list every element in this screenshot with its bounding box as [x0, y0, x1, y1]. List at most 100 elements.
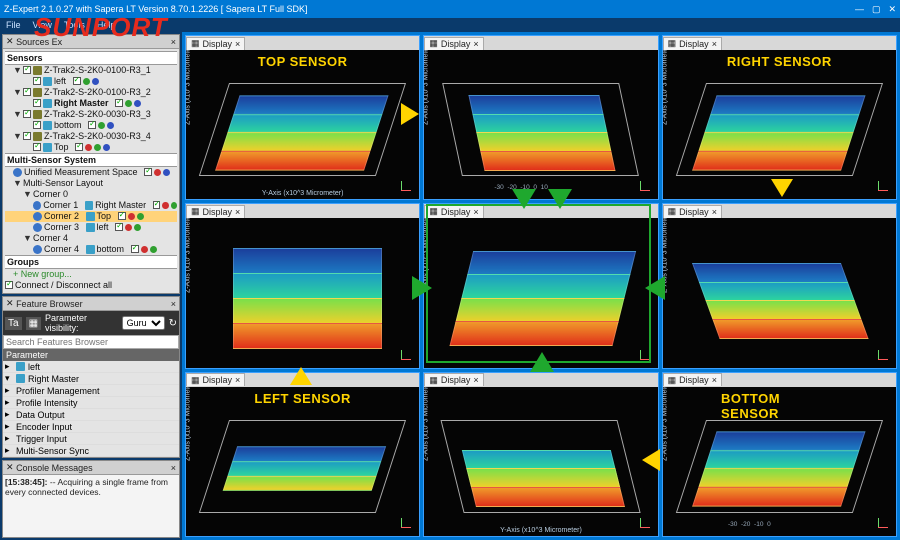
sensor-title: RIGHT SENSOR — [727, 54, 832, 69]
tree-sensor-child[interactable]: Top — [5, 142, 177, 153]
view-cell-center-merged[interactable]: ▦Display× Z-Axis (x10^3 Micrometer) — [423, 203, 658, 368]
menu-tools[interactable]: Tools — [64, 20, 85, 30]
view-cell-right-sensor[interactable]: ▦Display× RIGHT SENSOR Z-Axis (x10^3 Mic… — [662, 35, 897, 200]
feature-browser-header: ✕ Feature Browser × — [3, 297, 179, 311]
sources-title: Sources Ex — [16, 37, 62, 47]
menu-bar: File View Tools Help — [0, 18, 900, 32]
parameter-list[interactable]: ▸left ▾Right Master ▸Profiler Management… — [3, 361, 179, 457]
display-tab[interactable]: ▦Display× — [424, 205, 483, 218]
multisensor-section-label: Multi-Sensor System — [5, 153, 177, 167]
feature-search-input[interactable] — [3, 335, 179, 349]
param-row[interactable]: ▾Right Master — [3, 373, 179, 385]
tree-corner-row[interactable]: ▼Corner 4 — [5, 233, 177, 244]
plot-3d[interactable]: Z-Axis (x10^3 Micrometer) — [186, 218, 419, 367]
display-tab[interactable]: ▦Display× — [186, 37, 245, 50]
visibility-label: Parameter visibility: — [45, 313, 118, 333]
visibility-select[interactable]: Guru — [122, 316, 165, 330]
tree-layout-row[interactable]: ▼Multi-Sensor Layout — [5, 178, 177, 189]
view-grid: ▦Display× TOP SENSOR Z-Axis (x10^3 Micro… — [182, 32, 900, 540]
view-cell-left-sensor[interactable]: ▦Display× LEFT SENSOR Z-Axis (x10^3 Micr… — [185, 372, 420, 537]
axis-triad-icon — [636, 346, 654, 364]
sources-panel: ✕ Sources Ex × Sensors ▼Z-Trak2-S-2K0-01… — [2, 34, 180, 294]
feature-browser-panel: ✕ Feature Browser × Ta ▦ Parameter visib… — [2, 296, 180, 458]
window-buttons: — ▢ ✕ — [855, 4, 896, 15]
groups-section-label: Groups — [5, 255, 177, 269]
param-row[interactable]: ▸Data Output — [3, 409, 179, 421]
feature-browser-title: Feature Browser — [16, 299, 83, 309]
param-row[interactable]: ▸left — [3, 361, 179, 373]
new-group-button[interactable]: + New group... — [5, 269, 177, 280]
plot-3d[interactable]: TOP SENSOR Z-Axis (x10^3 Micrometer) Y-A… — [186, 50, 419, 199]
plot-3d[interactable]: Z-Axis (x10^3 Micrometer) -30 -20 -10 0 … — [424, 50, 657, 199]
sensors-section-label: Sensors — [5, 51, 177, 65]
flow-arrow-icon — [771, 179, 793, 197]
display-tab[interactable]: ▦Display× — [424, 373, 483, 386]
tree-corner-assign[interactable]: Corner 4 bottom — [5, 244, 177, 255]
display-tab[interactable]: ▦Display× — [186, 205, 245, 218]
plot-3d[interactable]: BOTTOM SENSOR Z-Axis (x10^3 Micrometer) … — [663, 387, 896, 536]
plot-3d[interactable]: LEFT SENSOR Z-Axis (x10^3 Micrometer) — [186, 387, 419, 536]
display-tab[interactable]: ▦Display× — [663, 37, 722, 50]
view-cell[interactable]: ▦Display× Z-Axis (x10^3 Micrometer) — [185, 203, 420, 368]
globe-icon — [13, 168, 22, 177]
y-axis-label: Z-Axis (x10^3 Micrometer) — [186, 387, 192, 462]
view-cell-bottom-sensor[interactable]: ▦Display× BOTTOM SENSOR Z-Axis (x10^3 Mi… — [662, 372, 897, 537]
maximize-button[interactable]: ▢ — [872, 4, 881, 15]
tree-corner-row[interactable]: ▼Corner 0 — [5, 189, 177, 200]
tree-sensor-row[interactable]: ▼Z-Trak2-S-2K0-0100-R3_2 — [5, 87, 177, 98]
connect-all-row[interactable]: Connect / Disconnect all — [5, 280, 177, 291]
toolbar-icon[interactable]: Ta — [5, 317, 22, 330]
tree-sensor-child[interactable]: left — [5, 76, 177, 87]
tree-sensor-row[interactable]: ▼Z-Trak2-S-2K0-0100-R3_1 — [5, 65, 177, 76]
menu-file[interactable]: File — [6, 20, 21, 30]
param-row[interactable]: ▸Profiler Management — [3, 385, 179, 397]
display-tab[interactable]: ▦Display× — [663, 205, 722, 218]
tree-sensor-child[interactable]: Right Master — [5, 98, 177, 109]
axis-triad-icon — [636, 514, 654, 532]
tree-unified-row[interactable]: Unified Measurement Space — [5, 167, 177, 178]
view-cell[interactable]: ▦Display× Z-Axis (x10^3 Micrometer) Y-Ax… — [423, 372, 658, 537]
display-tab[interactable]: ▦Display× — [186, 373, 245, 386]
sensor-title: TOP SENSOR — [258, 54, 348, 69]
view-cell[interactable]: ▦Display× Z-Axis (x10^3 Micrometer) — [662, 203, 897, 368]
display-tab[interactable]: ▦Display× — [424, 37, 483, 50]
axis-triad-icon — [874, 177, 892, 195]
param-row[interactable]: ▸Trigger Input — [3, 433, 179, 445]
param-row[interactable]: ▸Multi-Sensor Sync — [3, 445, 179, 457]
refresh-icon[interactable]: ↻ — [169, 318, 177, 329]
toolbar-icon[interactable]: ▦ — [26, 317, 41, 330]
menu-view[interactable]: View — [33, 20, 52, 30]
minimize-button[interactable]: — — [855, 4, 864, 15]
tree-corner-assign[interactable]: Corner 1 Right Master — [5, 200, 177, 211]
close-button[interactable]: ✕ — [888, 4, 896, 15]
parameter-column-header: Parameter — [3, 349, 179, 361]
merge-arrow-icon — [645, 276, 665, 300]
plot-3d[interactable]: Z-Axis (x10^3 Micrometer) — [663, 218, 896, 367]
camera-icon — [33, 66, 42, 75]
param-row[interactable]: ▸Profile Intensity — [3, 397, 179, 409]
console-header: ✕ Console Messages × — [3, 461, 179, 475]
tree-corner-assign-selected[interactable]: Corner 2 Top — [5, 211, 177, 222]
plot-3d[interactable]: Z-Axis (x10^3 Micrometer) — [424, 218, 657, 367]
sources-tree[interactable]: Sensors ▼Z-Trak2-S-2K0-0100-R3_1 left ▼Z… — [3, 49, 179, 293]
display-tab[interactable]: ▦Display× — [663, 373, 722, 386]
panel-close-icon[interactable]: × — [171, 463, 176, 473]
sensor-title: BOTTOM SENSOR — [721, 391, 838, 421]
console-title: Console Messages — [16, 463, 93, 473]
y-axis-label: Z-Axis (x10^3 Micrometer) — [663, 387, 669, 462]
sidebar: ✕ Sources Ex × Sensors ▼Z-Trak2-S-2K0-01… — [0, 32, 182, 540]
tree-corner-assign[interactable]: Corner 3 left — [5, 222, 177, 233]
param-row[interactable]: ▸Encoder Input — [3, 421, 179, 433]
tree-sensor-row[interactable]: ▼Z-Trak2-S-2K0-0030-R3_4 — [5, 131, 177, 142]
plot-3d[interactable]: RIGHT SENSOR Z-Axis (x10^3 Micrometer) — [663, 50, 896, 199]
view-cell-top-sensor[interactable]: ▦Display× TOP SENSOR Z-Axis (x10^3 Micro… — [185, 35, 420, 200]
view-cell[interactable]: ▦Display× Z-Axis (x10^3 Micrometer) -30 … — [423, 35, 658, 200]
menu-help[interactable]: Help — [97, 20, 116, 30]
cube-icon — [43, 77, 52, 86]
x-axis-label: Y-Axis (x10^3 Micrometer) — [262, 190, 344, 197]
tree-sensor-child[interactable]: bottom — [5, 120, 177, 131]
plot-3d[interactable]: Z-Axis (x10^3 Micrometer) Y-Axis (x10^3 … — [424, 387, 657, 536]
merge-arrow-icon — [548, 189, 572, 209]
panel-close-icon[interactable]: × — [171, 299, 176, 309]
panel-close-icon[interactable]: × — [171, 37, 176, 47]
